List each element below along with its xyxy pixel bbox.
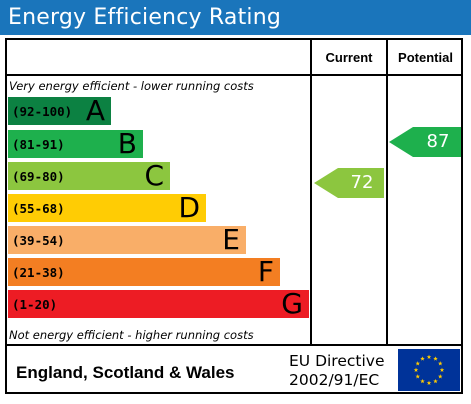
- eu-star-icon: [433, 356, 438, 361]
- column-header-current: Current: [325, 50, 373, 65]
- eu-flag-icon: [398, 349, 460, 391]
- eu-star-icon: [426, 354, 432, 359]
- eu-star-icon: [413, 367, 419, 372]
- divider-header: [5, 74, 463, 76]
- divider-footer: [5, 344, 463, 346]
- eu-star-icon: [420, 378, 425, 384]
- eu-star-icon: [426, 380, 432, 385]
- band-range-label: (92-100): [12, 104, 73, 119]
- region-label: England, Scotland & Wales: [16, 363, 235, 382]
- band-d: (55-68) D: [8, 191, 206, 224]
- band-b: (81-91) B: [8, 127, 143, 160]
- band-c: (69-80) C: [8, 159, 170, 192]
- band-letter: G: [281, 287, 303, 320]
- band-range-label: (69-80): [12, 169, 65, 184]
- divider-potential-left: [386, 38, 388, 344]
- potential-rating-value: 87: [426, 131, 450, 152]
- band-range-label: (81-91): [12, 137, 65, 152]
- eu-star-icon: [439, 367, 445, 372]
- eu-star-icon: [437, 374, 443, 379]
- caption-bottom: Not energy efficient - higher running co…: [9, 328, 254, 342]
- band-letter: F: [257, 255, 274, 288]
- eu-directive-line2: 2002/91/EC: [289, 371, 380, 389]
- band-letter: D: [178, 191, 200, 224]
- band-e: (39-54) E: [8, 223, 246, 256]
- divider-current-left: [310, 38, 312, 344]
- column-header-potential: Potential: [398, 50, 453, 65]
- eu-star-icon: [433, 378, 438, 384]
- eu-star-icon: [437, 361, 443, 366]
- band-letter: C: [144, 159, 164, 192]
- eu-star-icon: [415, 374, 421, 379]
- current-rating-value: 72: [350, 172, 374, 193]
- caption-top: Very energy efficient - lower running co…: [9, 79, 254, 93]
- eu-star-icon: [420, 356, 425, 361]
- eu-directive-line1: EU Directive: [289, 352, 385, 370]
- eu-directive-text: EU Directive 2002/91/EC: [289, 352, 385, 390]
- band-a: (92-100) A: [8, 94, 111, 127]
- title-bar: Energy Efficiency Rating: [0, 0, 471, 35]
- band-range-label: (1-20): [12, 297, 58, 312]
- band-g: (1-20) G: [8, 287, 309, 320]
- band-range-label: (55-68): [12, 201, 65, 216]
- band-letter: A: [85, 94, 105, 127]
- band-letter: B: [117, 127, 137, 160]
- band-range-label: (21-38): [12, 265, 65, 280]
- band-range-label: (39-54): [12, 233, 65, 248]
- band-f: (21-38) F: [8, 255, 280, 288]
- band-letter: E: [222, 223, 240, 256]
- eu-star-icon: [415, 361, 421, 366]
- page-title: Energy Efficiency Rating: [8, 5, 282, 30]
